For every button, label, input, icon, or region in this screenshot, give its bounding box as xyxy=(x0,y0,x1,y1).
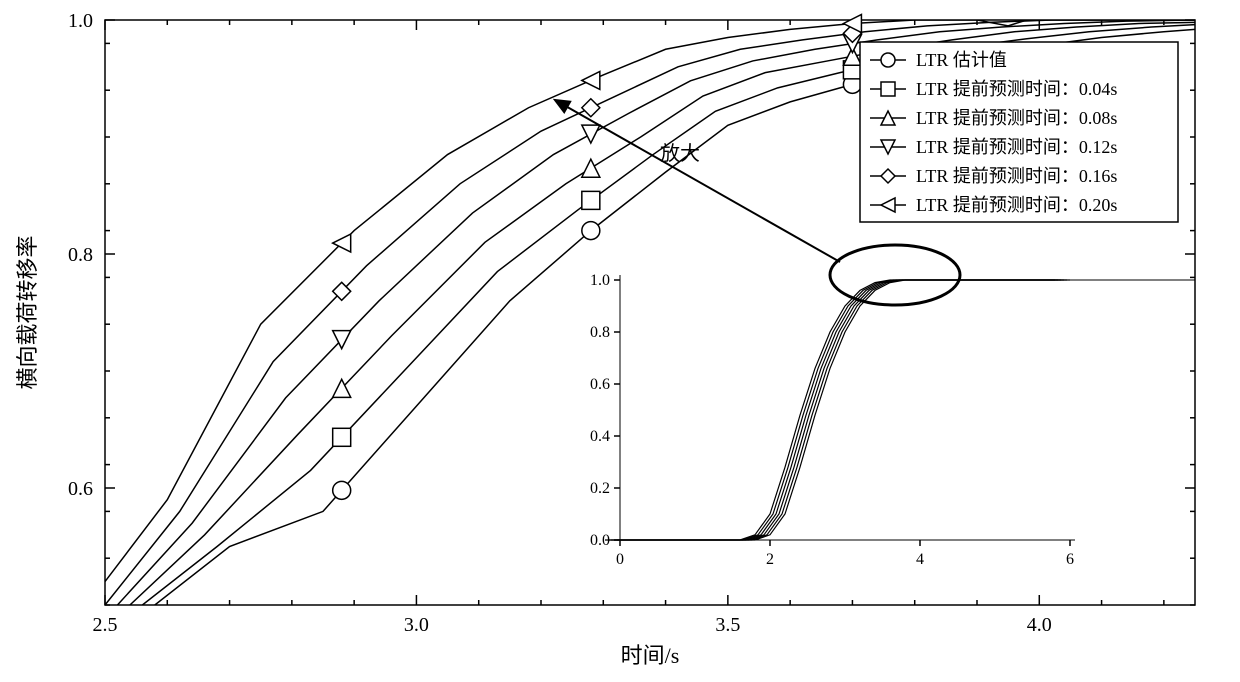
svg-text:0.8: 0.8 xyxy=(68,244,93,266)
svg-text:3.0: 3.0 xyxy=(404,614,429,636)
legend: LTR 估计值 LTR 提前预测时间：0.04s LTR 提前预测时间：0.08s L… xyxy=(860,42,1178,222)
svg-text:LTR 提前预测时间：0.08s: LTR 提前预测时间：0.08s xyxy=(916,108,1117,128)
svg-text:LTR 提前预测时间：0.04s: LTR 提前预测时间：0.04s xyxy=(916,79,1117,99)
inset-chart: 02460.00.20.40.60.81.0 xyxy=(590,272,1075,568)
svg-text:6: 6 xyxy=(1066,551,1074,568)
chart-container: 2.53.03.54.00.60.81.0 02460.00.20.40.60.… xyxy=(0,0,1240,682)
svg-text:LTR 提前预测时间：0.20s: LTR 提前预测时间：0.20s xyxy=(916,195,1117,215)
svg-text:0: 0 xyxy=(616,551,624,568)
svg-text:4: 4 xyxy=(916,551,924,568)
svg-text:0.4: 0.4 xyxy=(590,428,610,445)
x-axis-label: 时间/s xyxy=(621,643,680,668)
y-axis-label: 横向载荷转移率 xyxy=(15,235,40,389)
main-chart-svg: 2.53.03.54.00.60.81.0 02460.00.20.40.60.… xyxy=(0,0,1240,682)
svg-text:2: 2 xyxy=(766,551,774,568)
svg-text:3.5: 3.5 xyxy=(715,614,740,636)
svg-text:放大: 放大 xyxy=(660,142,700,165)
svg-text:0.8: 0.8 xyxy=(590,324,610,341)
svg-text:4.0: 4.0 xyxy=(1027,614,1052,636)
svg-text:0.6: 0.6 xyxy=(68,478,93,500)
svg-text:0.6: 0.6 xyxy=(590,376,610,393)
svg-text:2.5: 2.5 xyxy=(93,614,118,636)
svg-text:LTR 估计值: LTR 估计值 xyxy=(916,50,1007,70)
svg-text:1.0: 1.0 xyxy=(590,272,610,289)
svg-text:LTR 提前预测时间：0.16s: LTR 提前预测时间：0.16s xyxy=(916,166,1117,186)
svg-text:0.2: 0.2 xyxy=(590,480,610,497)
svg-text:LTR 提前预测时间：0.12s: LTR 提前预测时间：0.12s xyxy=(916,137,1117,157)
svg-text:1.0: 1.0 xyxy=(68,10,93,32)
